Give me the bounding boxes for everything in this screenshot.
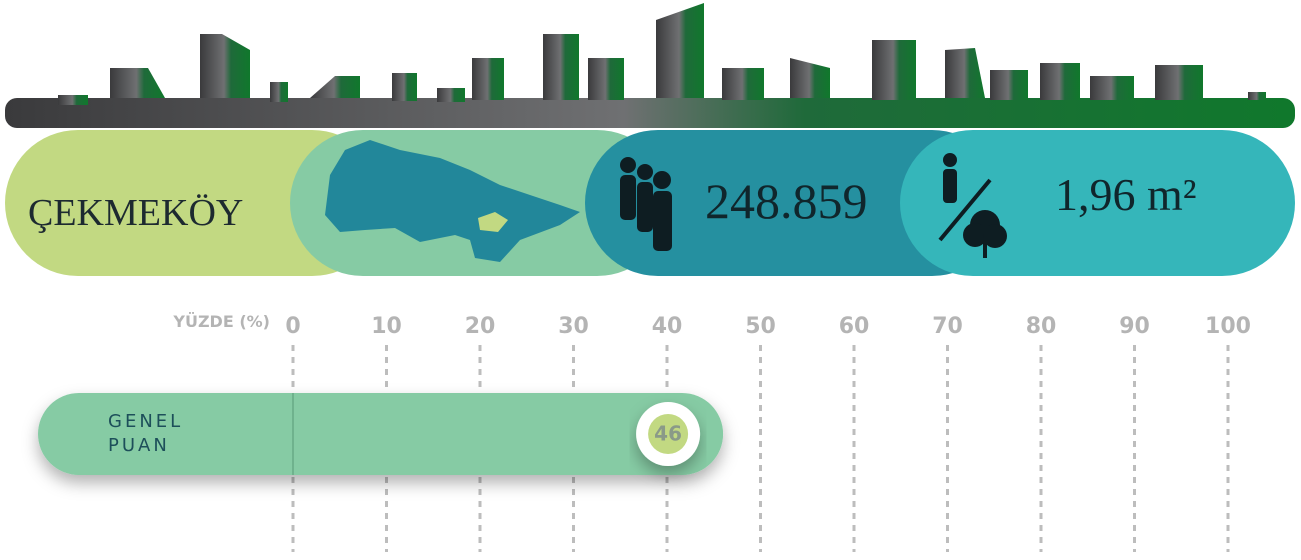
bars: 46 (38, 393, 724, 475)
grid: 0 10 20 30 40 50 60 70 80 90 100 (285, 314, 1251, 552)
x-tick-label: 80 (1026, 314, 1057, 339)
category-label: GENEL PUAN (108, 411, 184, 456)
bar (38, 393, 724, 475)
x-tick-label: 30 (558, 314, 589, 339)
green-area-icon (938, 153, 1007, 258)
population: 248.859 (705, 173, 868, 229)
value-label: 46 (654, 422, 682, 446)
x-tick-label: 40 (652, 314, 683, 339)
axis-label: YÜZDE (%) (172, 312, 270, 331)
x-tick-label: 20 (465, 314, 496, 339)
skyline (5, 3, 1295, 128)
info-band: 248.859 1,96 m² ÇEKMEKÖY (5, 130, 1295, 276)
people-icon (620, 157, 672, 251)
x-tick-label: 10 (371, 314, 402, 339)
value-dot (648, 414, 689, 454)
map (325, 140, 580, 262)
x-tick-label: 70 (932, 314, 963, 339)
x-tick-label: 0 (285, 314, 300, 339)
x-tick-label: 90 (1119, 314, 1150, 339)
district-name: ÇEKMEKÖY (28, 192, 243, 234)
x-tick-label: 60 (839, 314, 870, 339)
x-tick-label: 50 (745, 314, 776, 339)
green-area: 1,96 m² (1055, 169, 1197, 220)
x-tick-label: 100 (1205, 314, 1251, 339)
